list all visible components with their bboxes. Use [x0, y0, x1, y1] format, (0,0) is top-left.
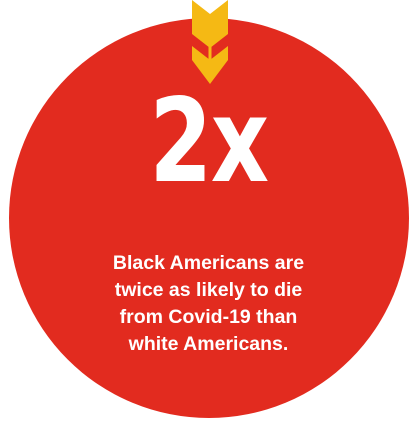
caption-line: white Americans.: [128, 333, 289, 355]
chevron-down-arrow-icon: [192, 0, 228, 84]
stat-circle: [9, 18, 409, 418]
stat-value: 2x: [149, 74, 269, 209]
stat-caption: Black Americans are twice as likely to d…: [84, 250, 333, 358]
caption-line: from Covid-19 than: [119, 306, 298, 328]
caption-line: Black Americans are: [112, 252, 305, 274]
caption-line: twice as likely to die: [114, 279, 303, 301]
